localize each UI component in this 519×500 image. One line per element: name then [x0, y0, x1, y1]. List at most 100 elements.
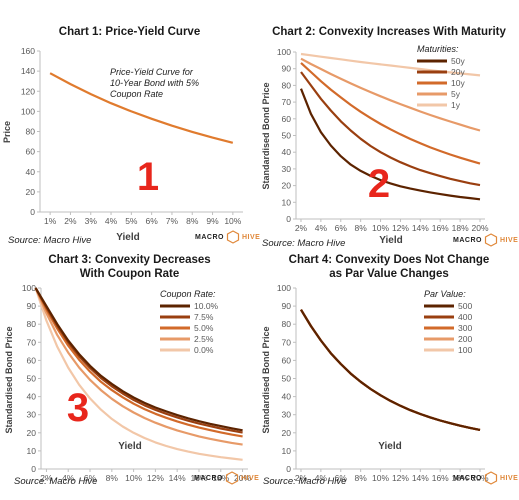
legend-entry-label: 200: [458, 334, 472, 344]
legend-entry-label: 2.5%: [194, 334, 214, 344]
series-line-10y: [300, 62, 481, 165]
x-tick-label: 8%: [355, 473, 368, 483]
y-tick-label: 90: [282, 64, 292, 74]
y-axis-label: Standardised Bond Price: [261, 82, 271, 189]
x-tick-label: 16%: [432, 473, 449, 483]
x-tick-label: 1%: [44, 216, 57, 226]
logo-right-text: HIVE: [240, 474, 260, 482]
legend-title: Maturities:: [417, 44, 459, 54]
logo-left-text: MACRO: [195, 233, 224, 241]
x-tick-label: 20%: [234, 473, 251, 483]
legend-title: Par Value:: [424, 289, 466, 299]
chart-2-title: Chart 2: Convexity Increases With Maturi…: [272, 26, 506, 38]
y-tick-label: 90: [282, 301, 292, 311]
chart-4-source: Source: Macro Hive: [263, 476, 347, 487]
annotation-text: 10-Year Bond with 5%: [110, 78, 199, 88]
legend-entry-label: 300: [458, 323, 472, 333]
x-tick-label: 4%: [62, 473, 75, 483]
y-tick-label: 30: [282, 164, 292, 174]
y-tick-label: 70: [282, 337, 292, 347]
x-tick-label: 12%: [392, 473, 409, 483]
chart-4-title: Chart 4: Convexity Does Not Change as Pa…: [288, 254, 490, 280]
legend-title: Coupon Rate:: [160, 289, 216, 299]
y-tick-label: 40: [282, 392, 292, 402]
x-tick-label: 18%: [452, 223, 469, 233]
x-tick-label: 8%: [106, 473, 119, 483]
series-line-10.0%: [34, 287, 243, 432]
x-tick-label: 20%: [472, 223, 489, 233]
x-axis-label: Yield: [116, 232, 140, 243]
chart-1-source: Source: Macro Hive: [8, 235, 92, 246]
y-tick-label: 40: [27, 392, 37, 402]
chart-2-source: Source: Macro Hive: [262, 238, 346, 249]
legend-entry-label: 10y: [451, 78, 465, 88]
x-tick-label: 8%: [355, 223, 368, 233]
chart-3-source: Source: Macro Hive: [14, 476, 98, 487]
y-tick-label: 60: [26, 147, 36, 157]
y-tick-label: 100: [277, 283, 291, 293]
legend-entry-label: 1y: [451, 100, 461, 110]
x-tick-label: 20%: [472, 473, 489, 483]
chart-2-logo: MACRO HIVE: [453, 233, 518, 247]
x-axis-label: Yield: [379, 235, 403, 246]
x-tick-label: 8%: [186, 216, 199, 226]
legend-entry-label: 10.0%: [194, 301, 219, 311]
y-tick-label: 50: [282, 374, 292, 384]
y-tick-label: 140: [21, 66, 35, 76]
y-axis-label: Standardised Bond Price: [261, 326, 271, 433]
legend-entry-label: 5y: [451, 89, 461, 99]
chart-3-svg: 0 10 20 30 40 50 60 70 80 90 100 2% 4% 6% 8% 10% 12% 14% 1…: [4, 283, 251, 483]
x-tick-label: 3%: [85, 216, 98, 226]
x-tick-label: 16%: [432, 223, 449, 233]
x-tick-label: 2%: [295, 473, 308, 483]
y-axis-label: Price: [2, 121, 12, 143]
x-tick-label: 18%: [212, 473, 229, 483]
big-chart-number: 1: [137, 155, 159, 199]
y-tick-label: 50: [282, 131, 292, 141]
chart-2-panel: Chart 2: Convexity Increases With Maturi…: [259, 0, 519, 250]
y-tick-label: 10: [27, 446, 37, 456]
x-tick-label: 2%: [40, 473, 53, 483]
series-line-5.0%: [34, 287, 243, 438]
series-line-5y: [300, 57, 481, 132]
y-tick-label: 120: [21, 86, 35, 96]
y-tick-label: 80: [27, 319, 37, 329]
x-tick-label: 9%: [206, 216, 219, 226]
x-tick-label: 14%: [412, 223, 429, 233]
x-tick-label: 4%: [105, 216, 118, 226]
chart-1-svg: 0 20 40 60 80 100 120 140 160 1% 2% 3% 4% 5% 6% 7% 8% 9% 1…: [2, 46, 243, 243]
y-tick-label: 60: [282, 355, 292, 365]
series-line-1y: [300, 52, 481, 77]
y-tick-label: 80: [26, 127, 36, 137]
x-tick-label: 6%: [335, 473, 348, 483]
series-line-0.0%: [34, 287, 243, 461]
series-line-price: [49, 72, 234, 144]
x-tick-label: 14%: [169, 473, 186, 483]
x-tick-label: 6%: [146, 216, 159, 226]
y-tick-label: 40: [282, 147, 292, 157]
series-line-7.5%: [34, 287, 243, 434]
logo-left-text: MACRO: [453, 474, 482, 482]
x-tick-label: 10%: [224, 216, 241, 226]
y-tick-label: 100: [277, 47, 291, 57]
legend-entry-label: 400: [458, 312, 472, 322]
y-tick-label: 20: [282, 181, 292, 191]
series-line-500: [300, 309, 481, 431]
series-line-2.5%: [34, 287, 243, 446]
x-tick-label: 4%: [315, 473, 328, 483]
x-tick-label: 12%: [392, 223, 409, 233]
x-tick-label: 6%: [335, 223, 348, 233]
y-tick-label: 90: [27, 301, 37, 311]
x-tick-label: 7%: [166, 216, 179, 226]
hexagon-logo-icon: [226, 230, 240, 244]
logo-left-text: MACRO: [194, 474, 223, 482]
logo-left-text: MACRO: [453, 236, 482, 244]
x-tick-label: 6%: [84, 473, 97, 483]
y-tick-label: 60: [27, 355, 37, 365]
y-tick-label: 30: [27, 410, 37, 420]
y-tick-label: 60: [282, 114, 292, 124]
x-tick-label: 16%: [190, 473, 207, 483]
hexagon-logo-icon: [484, 471, 498, 485]
hexagon-logo-icon: [225, 471, 239, 485]
